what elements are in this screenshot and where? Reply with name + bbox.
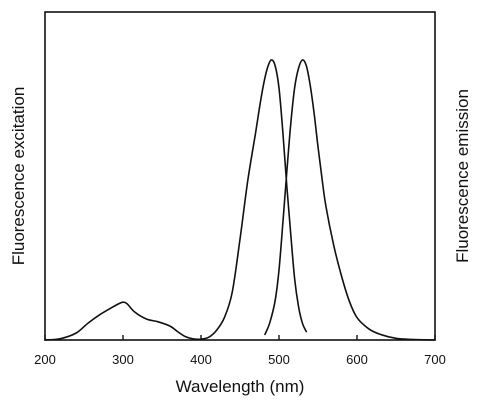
excitation-spectrum-line (44, 59, 308, 341)
x-tick-label-300: 300 (112, 352, 134, 367)
x-axis-tick-labels: 200 300 400 500 600 700 (34, 352, 446, 367)
series-group (44, 59, 436, 341)
y-axis-label-right: Fluorescence emission (453, 89, 472, 263)
x-tick-label-200: 200 (34, 352, 56, 367)
plot-frame (44, 11, 436, 341)
x-tick-label-500: 500 (268, 352, 290, 367)
x-tick-label-400: 400 (190, 352, 212, 367)
x-axis-label: Wavelength (nm) (176, 377, 305, 396)
y-axis-label-left: Fluorescence excitation (9, 87, 28, 266)
x-tick-label-700: 700 (424, 352, 446, 367)
x-tick-label-600: 600 (346, 352, 368, 367)
emission-spectrum-line (264, 59, 436, 341)
